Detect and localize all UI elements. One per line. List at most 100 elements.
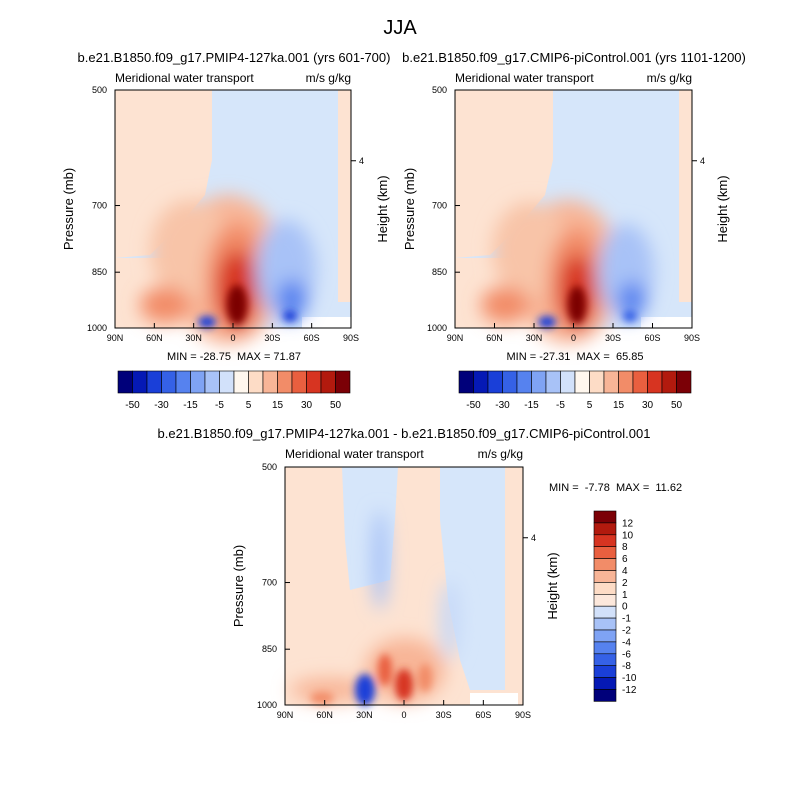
y-tick-label: 850 [92,267,107,277]
colorbar-label: -6 [622,649,631,660]
colorbar-box [473,370,489,394]
colorbar-box [204,370,220,394]
y-tick-label: 700 [92,201,107,211]
colorbar-box [593,629,617,643]
x-tick-label: 30S [436,710,452,720]
axes: 90N 60N 30N 0 30S 60S 90S 500 700 850 1000 4 [257,462,536,720]
colorbar-label: -30 [495,400,510,411]
panel-units-label: m/s g/kg [647,71,692,85]
field-positive-strip [338,90,351,302]
colorbar: -50 -30 -15 -5 5 15 30 50 [117,370,351,411]
heatmap-cores [310,654,432,706]
colorbar-label: -50 [466,400,481,411]
panel-left-label: Meridional water transport [455,71,594,85]
field-mask [641,317,692,328]
colorbar-label: -12 [622,685,637,696]
x-tick-label: 0 [230,333,235,343]
colorbar-box [248,370,264,394]
colorbar-label: -1 [622,614,631,625]
heatmap-cores [538,286,637,328]
colorbar-box [219,370,235,394]
field-positive-region [455,90,553,258]
colorbar-box [593,582,617,595]
colorbar-label: -15 [183,400,198,411]
y-axis-label: Pressure (mb) [61,168,76,250]
panel-difference: b.e21.B1850.f09_g17.PMIP4-127ka.001 - b.… [158,426,683,720]
colorbar-box [676,370,692,394]
field-mask [470,693,518,705]
colorbar-label: -2 [622,626,631,637]
x-tick-label: 60S [304,333,320,343]
colorbar-label: 15 [613,400,625,411]
y-tick-label: 1000 [87,323,107,333]
colorbar-label: 2 [622,578,628,589]
core-max [227,285,247,325]
y-axis-right-label: Height (km) [375,175,390,242]
panel-pmip4: b.e21.B1850.f09_g17.PMIP4-127ka.001 (yrs… [61,50,390,411]
core-pos-west [378,654,392,686]
colorbar-label: 1 [622,590,628,601]
colorbar-box [146,370,162,394]
colorbar-box [593,570,617,583]
panel-title: b.e21.B1850.f09_g17.PMIP4-127ka.001 (yrs… [78,50,391,65]
y-tick-label: 500 [92,85,107,95]
y-axis-right-label: Height (km) [545,552,560,619]
colorbar-box [175,370,191,394]
y-right-tick-label: 4 [359,156,364,166]
colorbar-label: 0 [622,602,628,613]
colorbar-box [190,370,206,394]
x-tick-label: 30S [605,333,621,343]
field-mask [302,317,351,328]
colorbar-box [593,510,617,524]
colorbar-label: 12 [622,518,634,529]
min-max-stats: MIN = -7.78 MAX = 11.62 [549,482,682,494]
y-tick-label: 700 [432,201,447,211]
panel-units-label: m/s g/kg [478,447,523,461]
colorbar-box [487,370,503,394]
colorbar-label: 30 [301,400,313,411]
colorbar-box [593,617,617,631]
y-axis-right-label: Height (km) [715,175,730,242]
colorbar-box [560,370,576,394]
y-tick-label: 850 [432,267,447,277]
colorbar-label: 5 [587,400,593,411]
y-tick-label: 500 [432,85,447,95]
core-max [395,669,413,701]
core-min [538,316,556,328]
colorbar-box [593,605,617,619]
blob-pos-low [481,287,529,323]
colorbar-box [593,641,617,655]
blob-neg-inner [277,280,307,320]
colorbar-label: 50 [330,400,342,411]
y-tick-label: 850 [262,644,277,654]
panel-title: b.e21.B1850.f09_g17.CMIP6-piControl.001 … [402,50,746,65]
x-tick-label: 90S [343,333,359,343]
axes: 90N 60N 30N 0 30S 60S 90S 500 700 850 1000 4 [87,85,364,343]
colorbar-box [233,370,249,394]
colorbar-label: -5 [215,400,224,411]
heatmap-field [115,90,351,345]
colorbar-box [618,370,634,394]
colorbar-box [161,370,177,394]
x-tick-label: 30N [356,710,373,720]
y-tick-label: 1000 [257,700,277,710]
colorbar-box [545,370,561,394]
panel-title: b.e21.B1850.f09_g17.PMIP4-127ka.001 - b.… [158,426,651,441]
figure-title: JJA [383,17,417,39]
colorbar: -50 -30 -15 -5 5 15 30 50 [458,370,692,411]
core-pos-east [418,664,432,692]
min-max-stats: MIN = -28.75 MAX = 71.87 [167,351,301,363]
colorbar-label: 50 [671,400,683,411]
colorbar-box [335,370,351,394]
core-pos-nh [310,692,334,704]
x-tick-label: 90S [515,710,531,720]
blob-neg-inner [618,282,646,318]
y-tick-label: 700 [262,578,277,588]
x-tick-label: 60N [486,333,503,343]
heatmap-field [285,467,523,706]
colorbar-box [593,665,617,678]
y-right-tick-label: 4 [531,533,536,543]
